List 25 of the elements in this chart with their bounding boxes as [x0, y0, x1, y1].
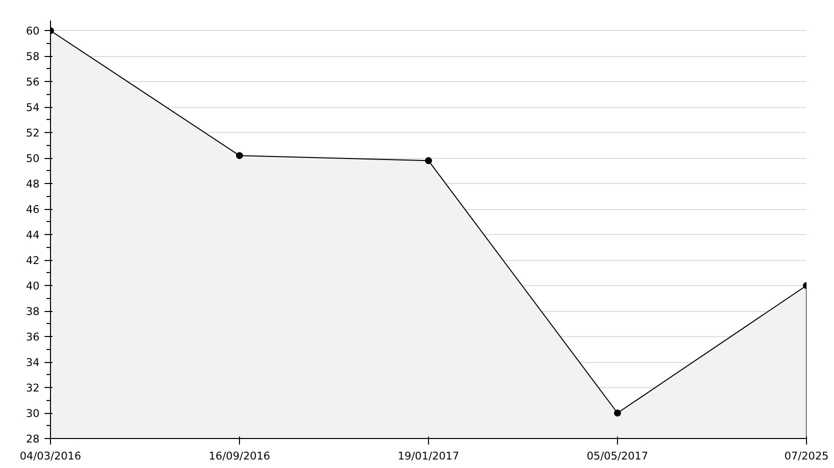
y-tick-label: 52	[26, 126, 40, 140]
y-tick-label: 48	[26, 178, 40, 191]
y-tick-label: 32	[26, 382, 40, 395]
y-tick-label: 28	[26, 432, 40, 446]
y-tick-label: 50	[26, 152, 40, 166]
point	[614, 410, 621, 417]
y-tick-label: 46	[26, 203, 40, 216]
x-tick-label: 04/03/2016	[20, 450, 82, 462]
y-tick-label: 44	[26, 228, 40, 242]
y-tick-label: 38	[26, 305, 40, 318]
x-tick-label: 05/05/2017	[586, 450, 648, 462]
y-tick-label: 42	[26, 254, 40, 268]
y-tick-label: 34	[26, 356, 40, 370]
x-tick-label: 19/01/2017	[398, 450, 460, 462]
y-tick-label: 54	[26, 101, 40, 114]
y-tick-label: 30	[26, 407, 40, 420]
y-tick-label: 56	[26, 76, 40, 89]
y-tick-label: 58	[26, 50, 40, 64]
point	[425, 157, 432, 164]
y-tick-label: 40	[26, 280, 40, 293]
y-tick-label: 60	[26, 24, 40, 38]
point	[236, 152, 243, 160]
x-tick-label: 07/2025	[784, 450, 829, 462]
x-tick-label: 16/09/2016	[208, 450, 270, 462]
y-tick-label: 36	[26, 330, 40, 344]
